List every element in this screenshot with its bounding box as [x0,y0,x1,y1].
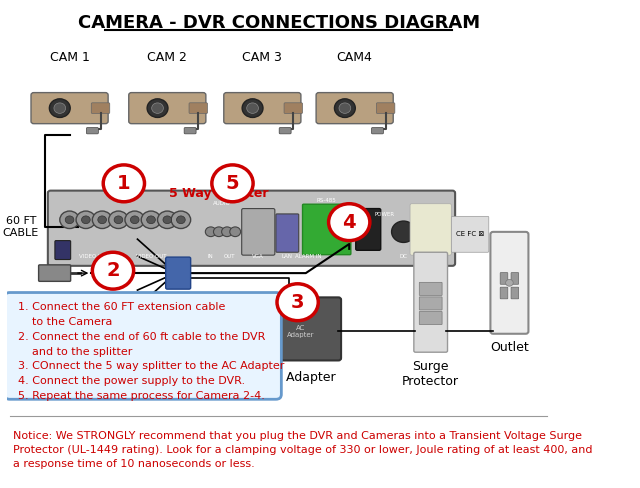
FancyBboxPatch shape [410,203,451,255]
Circle shape [157,211,177,228]
FancyBboxPatch shape [48,191,455,266]
Circle shape [147,216,156,224]
Text: DC: DC [399,254,408,259]
Text: CAM4: CAM4 [337,51,372,64]
Circle shape [114,216,123,224]
FancyBboxPatch shape [500,273,508,285]
Text: Outlet: Outlet [490,341,529,354]
FancyBboxPatch shape [4,292,282,399]
Circle shape [92,211,112,228]
Circle shape [81,216,90,224]
FancyBboxPatch shape [242,208,275,255]
Circle shape [171,211,191,228]
FancyBboxPatch shape [184,127,196,134]
Text: 60 FT
CABLE: 60 FT CABLE [3,216,39,238]
FancyBboxPatch shape [55,241,70,260]
Circle shape [177,216,185,224]
Text: AC
Adapter: AC Adapter [287,325,314,338]
FancyBboxPatch shape [276,214,299,252]
Circle shape [152,103,163,113]
Circle shape [205,227,216,237]
Text: 1: 1 [117,174,131,193]
Text: AUDIO: AUDIO [212,201,230,206]
FancyBboxPatch shape [260,297,341,361]
Circle shape [212,165,253,202]
Circle shape [103,165,145,202]
FancyBboxPatch shape [490,232,529,334]
Circle shape [506,280,513,286]
Text: VIDEO OUT: VIDEO OUT [136,254,166,259]
Circle shape [214,227,225,237]
FancyBboxPatch shape [376,103,395,114]
Circle shape [76,211,95,228]
Text: CAMERA - DVR CONNECTIONS DIAGRAM: CAMERA - DVR CONNECTIONS DIAGRAM [77,14,480,32]
FancyBboxPatch shape [511,273,518,285]
Text: ALARM IN: ALARM IN [295,254,322,259]
FancyBboxPatch shape [129,93,206,123]
Text: CAM 2: CAM 2 [147,51,188,64]
FancyBboxPatch shape [451,216,489,252]
FancyBboxPatch shape [500,287,508,299]
Text: 5 Way Splitter: 5 Way Splitter [169,186,269,200]
Text: OUT: OUT [224,254,236,259]
Text: Surge
Protector: Surge Protector [402,361,459,388]
Circle shape [147,99,168,118]
Circle shape [65,216,74,224]
Circle shape [54,103,66,113]
FancyBboxPatch shape [414,252,447,352]
Text: IN: IN [208,254,214,259]
FancyBboxPatch shape [371,127,383,134]
FancyBboxPatch shape [31,93,108,123]
FancyBboxPatch shape [86,127,99,134]
FancyBboxPatch shape [166,257,191,289]
Circle shape [60,211,79,228]
Circle shape [246,103,259,113]
Circle shape [328,203,370,241]
FancyBboxPatch shape [511,287,518,299]
FancyBboxPatch shape [284,103,303,114]
Circle shape [92,252,134,289]
Text: 5: 5 [226,174,239,193]
Circle shape [131,216,139,224]
Circle shape [277,284,318,321]
FancyBboxPatch shape [419,283,442,295]
Text: LAN: LAN [282,254,293,259]
Text: CAM 3: CAM 3 [243,51,282,64]
Circle shape [163,216,172,224]
FancyBboxPatch shape [224,93,301,123]
Circle shape [335,99,355,118]
Text: 1. Connect the 60 FT extension cable
    to the Camera
2. Connect the end of 60 : 1. Connect the 60 FT extension cable to … [18,302,284,401]
Text: AC Adapter: AC Adapter [265,371,335,384]
Text: CE FC ⊠: CE FC ⊠ [456,231,484,237]
Circle shape [242,99,263,118]
Text: RS-485: RS-485 [317,198,336,203]
Text: 2: 2 [106,261,120,280]
FancyBboxPatch shape [279,127,291,134]
FancyBboxPatch shape [189,103,207,114]
FancyBboxPatch shape [303,204,351,255]
Text: 3: 3 [291,293,305,312]
FancyBboxPatch shape [316,93,393,123]
FancyBboxPatch shape [356,208,381,250]
FancyBboxPatch shape [92,103,109,114]
Text: CAM 1: CAM 1 [50,51,90,64]
Circle shape [98,216,106,224]
Text: VGA: VGA [252,254,264,259]
Circle shape [230,227,241,237]
Text: POWER: POWER [374,212,395,217]
Circle shape [392,221,415,243]
FancyBboxPatch shape [419,311,442,325]
Text: 4: 4 [342,213,356,232]
Circle shape [125,211,145,228]
Text: VIDEO IN: VIDEO IN [79,254,104,259]
Circle shape [221,227,232,237]
FancyBboxPatch shape [419,297,442,310]
Circle shape [339,103,351,113]
Circle shape [141,211,161,228]
FancyBboxPatch shape [38,265,70,282]
Circle shape [49,99,70,118]
Text: Notice: We STRONGLY recommend that you plug the DVR and Cameras into a Transient: Notice: We STRONGLY recommend that you p… [13,431,592,469]
Circle shape [109,211,128,228]
